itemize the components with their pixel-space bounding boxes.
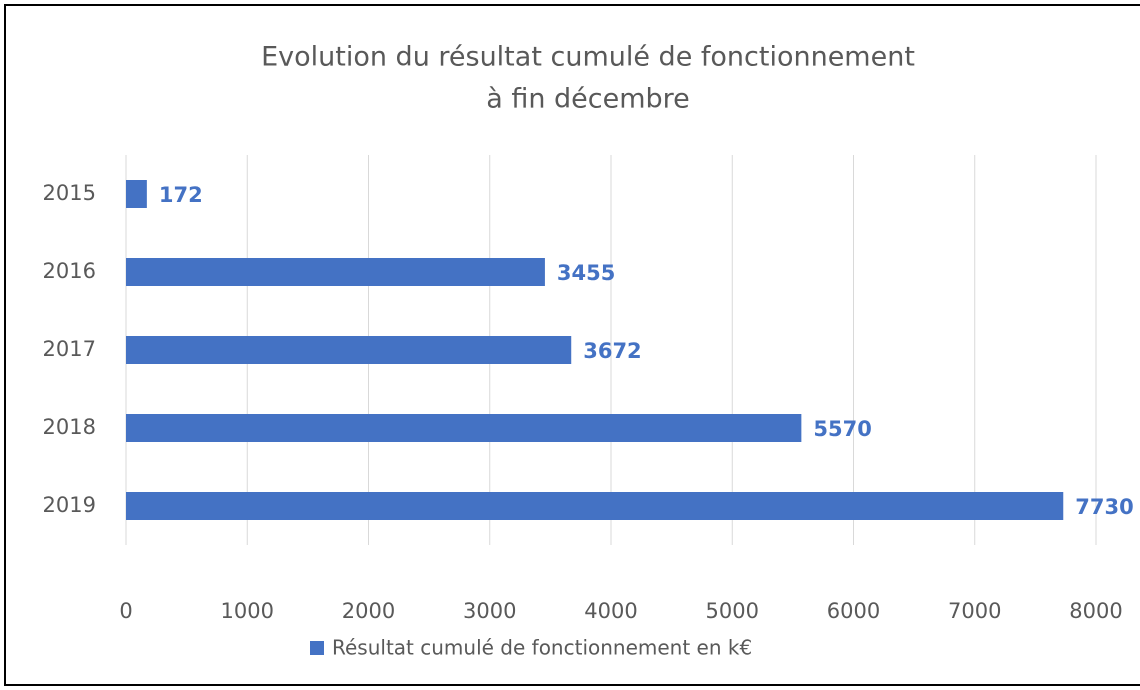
x-tick-label: 1000 bbox=[221, 599, 274, 623]
y-tick-label: 2019 bbox=[43, 493, 96, 517]
y-tick-label: 2015 bbox=[43, 181, 96, 205]
data-label: 7730 bbox=[1075, 495, 1133, 519]
data-label: 3672 bbox=[583, 339, 641, 363]
bar bbox=[126, 180, 147, 208]
y-tick-label: 2017 bbox=[43, 337, 96, 361]
bar bbox=[126, 492, 1064, 520]
y-tick-label: 2018 bbox=[43, 415, 96, 439]
x-tick-label: 3000 bbox=[463, 599, 516, 623]
data-label: 3455 bbox=[557, 261, 615, 285]
x-tick-label: 4000 bbox=[584, 599, 637, 623]
legend-label: Résultat cumulé de fonctionnement en k€ bbox=[332, 636, 752, 660]
bar bbox=[126, 258, 545, 286]
bar bbox=[126, 414, 802, 442]
chart-title: à fin décembre bbox=[486, 84, 690, 115]
x-tick-label: 2000 bbox=[342, 599, 395, 623]
data-label: 5570 bbox=[813, 417, 871, 441]
x-tick-label: 0 bbox=[119, 599, 132, 623]
data-label: 172 bbox=[159, 183, 203, 207]
x-tick-label: 5000 bbox=[706, 599, 759, 623]
x-tick-label: 8000 bbox=[1069, 599, 1122, 623]
y-tick-label: 2016 bbox=[43, 259, 96, 283]
legend-swatch bbox=[310, 641, 324, 655]
x-tick-label: 6000 bbox=[827, 599, 880, 623]
bar bbox=[126, 336, 572, 364]
chart-title: Evolution du résultat cumulé de fonction… bbox=[261, 42, 915, 73]
x-tick-label: 7000 bbox=[948, 599, 1001, 623]
